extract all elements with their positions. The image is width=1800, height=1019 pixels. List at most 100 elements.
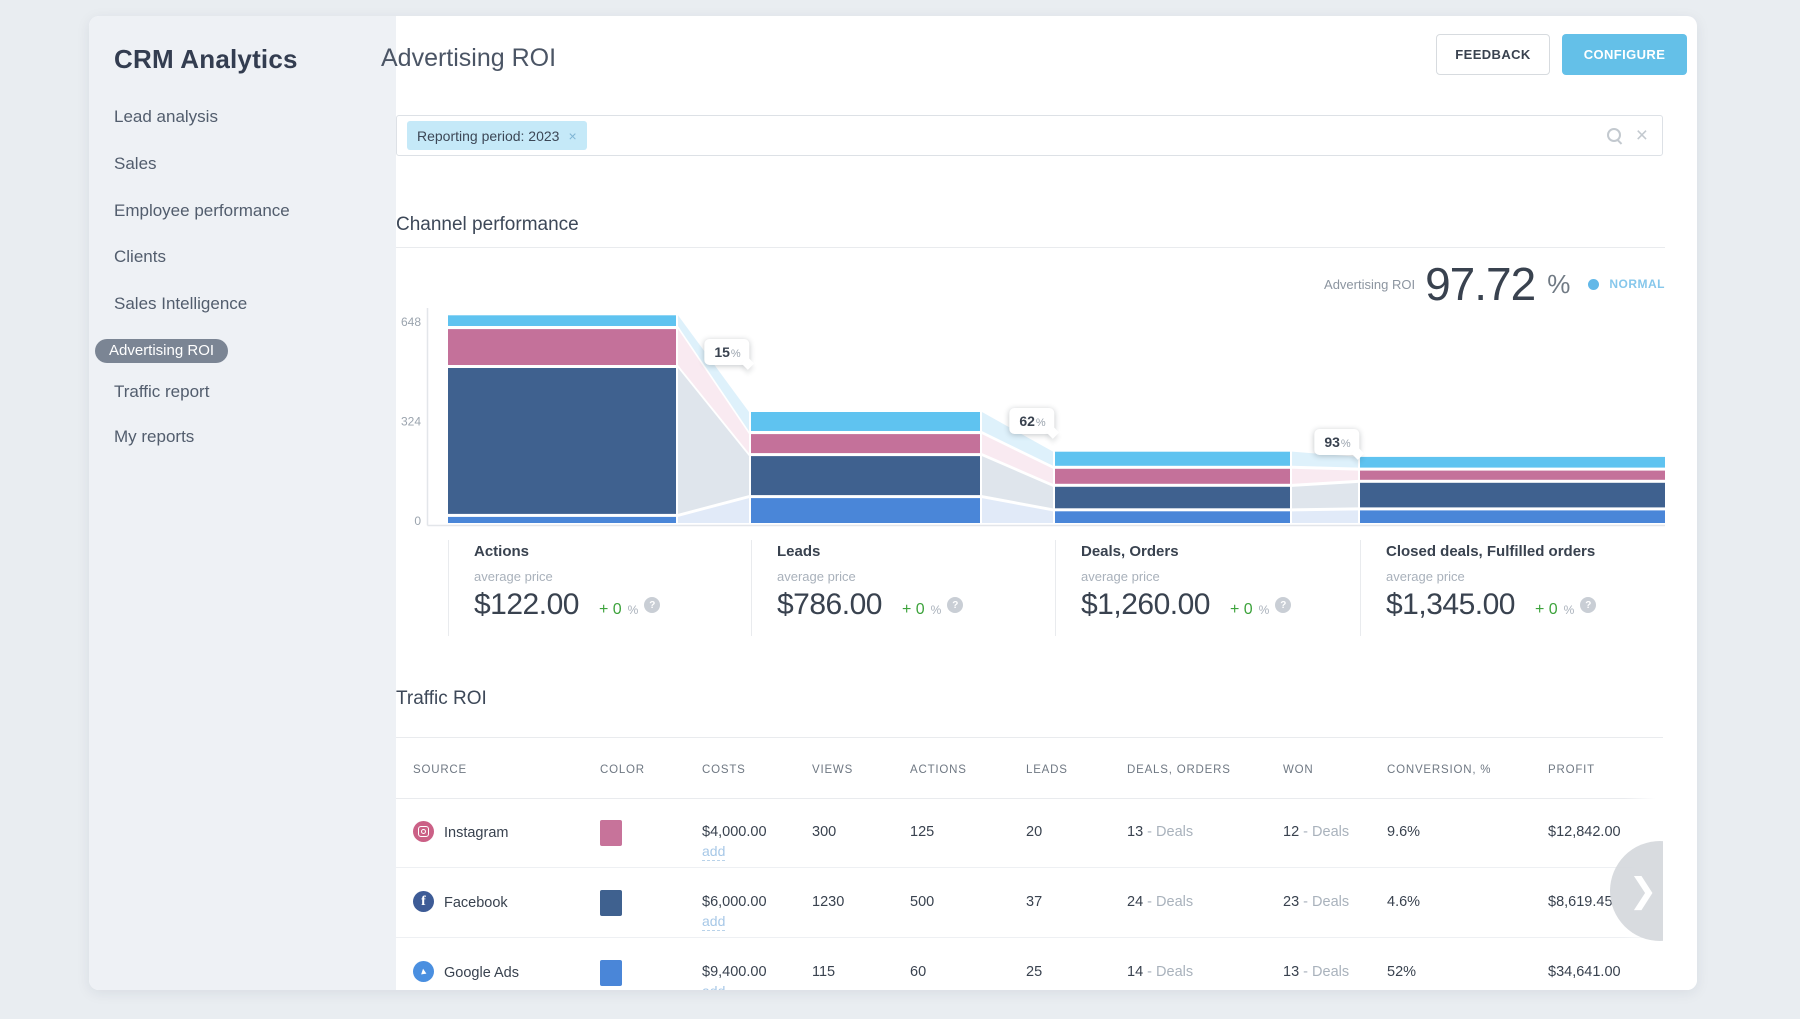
funnel-chart[interactable]: 6483240 15%62%93% (396, 258, 1665, 532)
table-header: SOURCE COLOR COSTS VIEWS ACTIONS LEADS D… (396, 764, 1665, 776)
deals-suffix: - Deals (1147, 824, 1193, 840)
stat-delta: + 0 (599, 601, 622, 619)
stat-delta: + 0 (1230, 601, 1253, 619)
stat-title: Closed deals, Fulfilled orders (1386, 543, 1665, 560)
sidebar-item-sales[interactable]: Sales (114, 152, 157, 176)
won-value: 13 (1283, 964, 1299, 980)
stat-subtitle: average price (474, 569, 751, 584)
stat-delta-unit: % (1259, 603, 1270, 617)
table-row[interactable]: ▲ Google Ads $9,400.00add 115 60 25 14 -… (396, 938, 1665, 990)
col-costs: COSTS (702, 764, 812, 776)
facebook-icon: f (413, 891, 434, 912)
traffic-roi-title: Traffic ROI (396, 688, 487, 710)
color-swatch (600, 890, 622, 916)
table-row[interactable]: Instagram $4,000.00add 300 125 20 13 - D… (396, 798, 1665, 868)
svg-text:324: 324 (401, 415, 421, 429)
card-right-edge (1663, 616, 1697, 990)
sidebar-item-advertising-roi[interactable]: Advertising ROI (95, 339, 228, 363)
stat-title: Leads (777, 543, 1055, 560)
sidebar-item-clients[interactable]: Clients (114, 245, 166, 269)
stage-stats-row: Actions average price $122.00 + 0 % ? Le… (396, 540, 1665, 644)
color-swatch (600, 820, 622, 846)
section-divider (396, 737, 1665, 738)
section-divider (396, 247, 1665, 248)
stat-subtitle: average price (1386, 569, 1665, 584)
conversion-value: 9.6% (1387, 798, 1548, 867)
stat-subtitle: average price (1081, 569, 1360, 584)
color-swatch (600, 960, 622, 986)
sidebar-item-employee-performance[interactable]: Employee performance (114, 199, 290, 223)
col-leads: LEADS (1026, 764, 1127, 776)
table-row[interactable]: f Facebook $6,000.00add 1230 500 37 24 -… (396, 868, 1665, 938)
source-label: Facebook (444, 889, 508, 913)
source-label: Google Ads (444, 959, 519, 983)
funnel-chart-svg: 6483240 (396, 258, 1665, 532)
col-won: WON (1283, 764, 1387, 776)
stat-closed-deals: Closed deals, Fulfilled orders average p… (1360, 540, 1665, 636)
won-suffix: - Deals (1303, 894, 1349, 910)
won-value: 12 (1283, 824, 1299, 840)
stat-subtitle: average price (777, 569, 1055, 584)
stat-deals-orders: Deals, Orders average price $1,260.00 + … (1055, 540, 1360, 636)
costs-value: $6,000.00 (702, 892, 812, 912)
leads-value: 25 (1026, 938, 1127, 990)
stat-title: Deals, Orders (1081, 543, 1360, 560)
help-icon[interactable]: ? (947, 597, 963, 613)
stat-leads: Leads average price $786.00 + 0 % ? (751, 540, 1055, 636)
main-content: Reporting period: 2023 × × Channel perfo… (396, 16, 1665, 990)
filter-tag-label: Reporting period: 2023 (417, 128, 559, 144)
stat-delta: + 0 (1535, 601, 1558, 619)
col-actions: ACTIONS (910, 764, 1026, 776)
google-ads-icon: ▲ (413, 961, 434, 982)
sidebar-item-lead-analysis[interactable]: Lead analysis (114, 105, 218, 129)
help-icon[interactable]: ? (1275, 597, 1291, 613)
svg-text:0: 0 (414, 514, 421, 528)
deals-suffix: - Deals (1147, 894, 1193, 910)
app-title: CRM Analytics (114, 44, 298, 75)
views-value: 115 (812, 938, 910, 990)
add-cost-link[interactable]: add (702, 843, 725, 861)
add-cost-link[interactable]: add (702, 983, 725, 990)
filter-bar[interactable]: Reporting period: 2023 × × (396, 115, 1663, 156)
views-value: 300 (812, 798, 910, 867)
won-suffix: - Deals (1303, 824, 1349, 840)
costs-value: $9,400.00 (702, 962, 812, 982)
stat-delta-unit: % (628, 603, 639, 617)
deals-value: 14 (1127, 964, 1143, 980)
stat-price: $1,260.00 (1081, 588, 1210, 622)
sidebar: CRM Analytics Lead analysis Sales Employ… (89, 16, 396, 990)
sidebar-item-sales-intelligence[interactable]: Sales Intelligence (114, 292, 247, 316)
tag-remove-icon[interactable]: × (568, 129, 576, 143)
sidebar-item-my-reports[interactable]: My reports (114, 425, 194, 449)
views-value: 1230 (812, 868, 910, 937)
won-suffix: - Deals (1303, 964, 1349, 980)
leads-value: 37 (1026, 868, 1127, 937)
actions-value: 60 (910, 938, 1026, 990)
help-icon[interactable]: ? (644, 597, 660, 613)
clear-filter-icon[interactable]: × (1636, 125, 1648, 146)
stat-delta-unit: % (931, 603, 942, 617)
actions-value: 125 (910, 798, 1026, 867)
actions-value: 500 (910, 868, 1026, 937)
help-icon[interactable]: ? (1580, 597, 1596, 613)
col-source: SOURCE (413, 764, 600, 776)
filter-tag-reporting-period[interactable]: Reporting period: 2023 × (407, 121, 587, 150)
deals-value: 24 (1127, 894, 1143, 910)
stat-price: $122.00 (474, 588, 579, 622)
conversion-value: 52% (1387, 938, 1548, 990)
search-icon[interactable] (1606, 127, 1624, 145)
stat-price: $1,345.00 (1386, 588, 1515, 622)
stat-title: Actions (474, 543, 751, 560)
app-card: CRM Analytics Lead analysis Sales Employ… (89, 16, 1697, 990)
stat-delta-unit: % (1564, 603, 1575, 617)
instagram-icon (413, 821, 434, 842)
sidebar-item-traffic-report[interactable]: Traffic report (114, 380, 209, 404)
col-views: VIEWS (812, 764, 910, 776)
add-cost-link[interactable]: add (702, 913, 725, 931)
costs-value: $4,000.00 (702, 822, 812, 842)
stat-actions: Actions average price $122.00 + 0 % ? (448, 540, 751, 636)
stat-price: $786.00 (777, 588, 882, 622)
stat-delta: + 0 (902, 601, 925, 619)
chevron-right-icon: ❯ (1629, 871, 1658, 911)
col-conversion: CONVERSION, % (1387, 764, 1548, 776)
